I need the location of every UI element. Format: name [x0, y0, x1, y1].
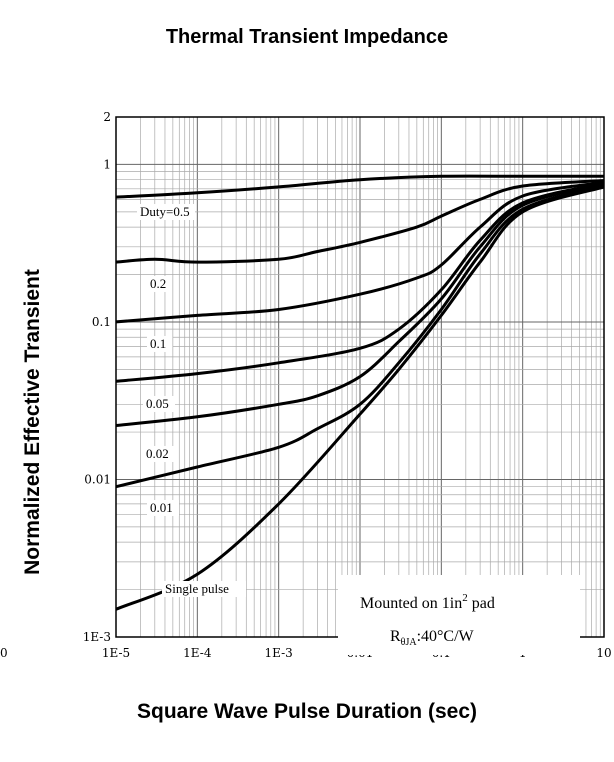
- series-label-bg: [143, 396, 175, 412]
- series-label: 0.2: [150, 276, 166, 291]
- y-tick-label: 0.01: [84, 472, 111, 486]
- series-curves: [115, 174, 605, 611]
- series-line: [115, 185, 605, 611]
- series-label: 0.05: [146, 396, 169, 411]
- y-tick-label: 1: [103, 157, 111, 171]
- series-label: 0.01: [150, 500, 173, 515]
- series-label-bg: [147, 336, 173, 352]
- series-line: [115, 174, 604, 199]
- series-line: [115, 181, 605, 383]
- series-label-bg: [162, 581, 246, 597]
- series-label-bg: [147, 276, 173, 292]
- y-tick-label: 0.1: [92, 315, 111, 329]
- grid-lines: [115, 116, 604, 638]
- y-tick-label: 2: [103, 110, 111, 124]
- x-tick-label: 1E-4: [183, 646, 212, 660]
- series-line: [115, 179, 605, 264]
- series-label-bg: [143, 446, 175, 462]
- annotation-line-1: Mounted on 1in2 pad: [360, 592, 495, 612]
- series-label-bg: [147, 500, 179, 516]
- series-label: Duty=0.5: [140, 204, 190, 219]
- x-axis-title: Square Wave Pulse Duration (sec): [137, 700, 477, 723]
- x-tick-label: 1E-5: [102, 646, 130, 660]
- x-tick-label: 1E-3: [265, 646, 293, 660]
- y-tick-label: 1E-3: [83, 630, 111, 644]
- x-tick-label: 10: [596, 646, 611, 660]
- series-label: 0.02: [146, 446, 169, 461]
- series-line: [115, 184, 605, 489]
- series-label-bg: [137, 204, 195, 220]
- series-label: 0.1: [150, 336, 166, 351]
- series-labels: Duty=0.5 0.2 0.1 0.05 0.02 0.01 Single pulse: [137, 204, 246, 597]
- annotation-background: [338, 575, 580, 655]
- series-line: [115, 180, 605, 324]
- chart-title: Thermal Transient Impedance: [165, 26, 449, 48]
- series-line: [115, 182, 605, 427]
- series-label: Single pulse: [165, 581, 229, 596]
- stray-tick-label: 0: [0, 646, 8, 660]
